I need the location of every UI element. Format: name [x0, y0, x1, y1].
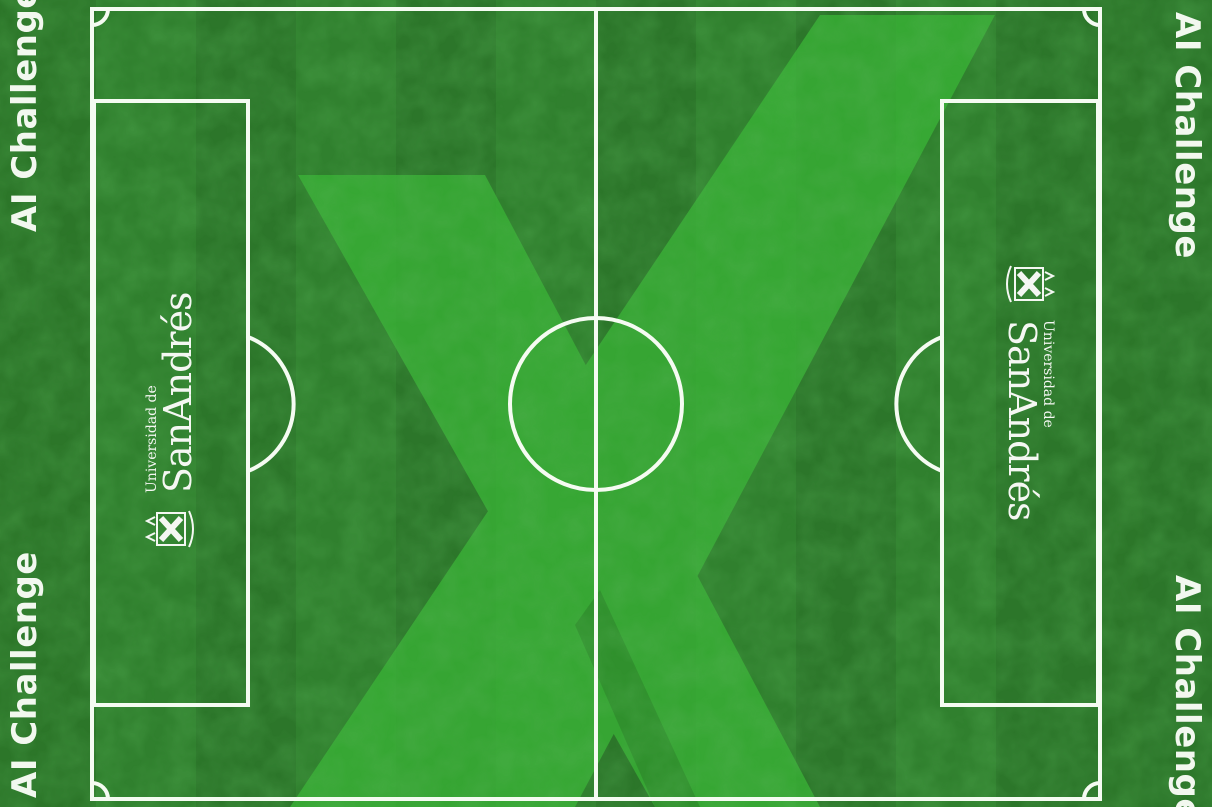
- crest-icon: [145, 510, 194, 548]
- corner-arc-bl: [90, 781, 110, 801]
- side-label-left-bottom: AI Challenge: [5, 551, 45, 798]
- university-logo-right: Universidad de SanAndrés: [995, 258, 1056, 558]
- side-label-left-top: AI Challenge: [5, 0, 45, 232]
- side-label-right-top: AI Challenge: [1167, 12, 1207, 259]
- corner-arc-tr: [1082, 7, 1102, 27]
- logo-name: SanAndrés: [1000, 320, 1044, 521]
- left-penalty-arc: [246, 335, 296, 473]
- right-penalty-area: [940, 99, 1100, 707]
- corner-arc-tl: [90, 7, 110, 27]
- field-lines: [90, 7, 1102, 801]
- side-label-right-bottom: AI Challenge: [1167, 575, 1207, 807]
- right-penalty-arc: [894, 335, 944, 473]
- left-penalty-area: [92, 99, 250, 707]
- corner-arc-br: [1082, 781, 1102, 801]
- crest-icon: [1006, 265, 1055, 303]
- center-circle: [508, 316, 684, 492]
- university-logo-left: Universidad de SanAndrés: [144, 255, 205, 555]
- logo-name: SanAndrés: [156, 292, 200, 493]
